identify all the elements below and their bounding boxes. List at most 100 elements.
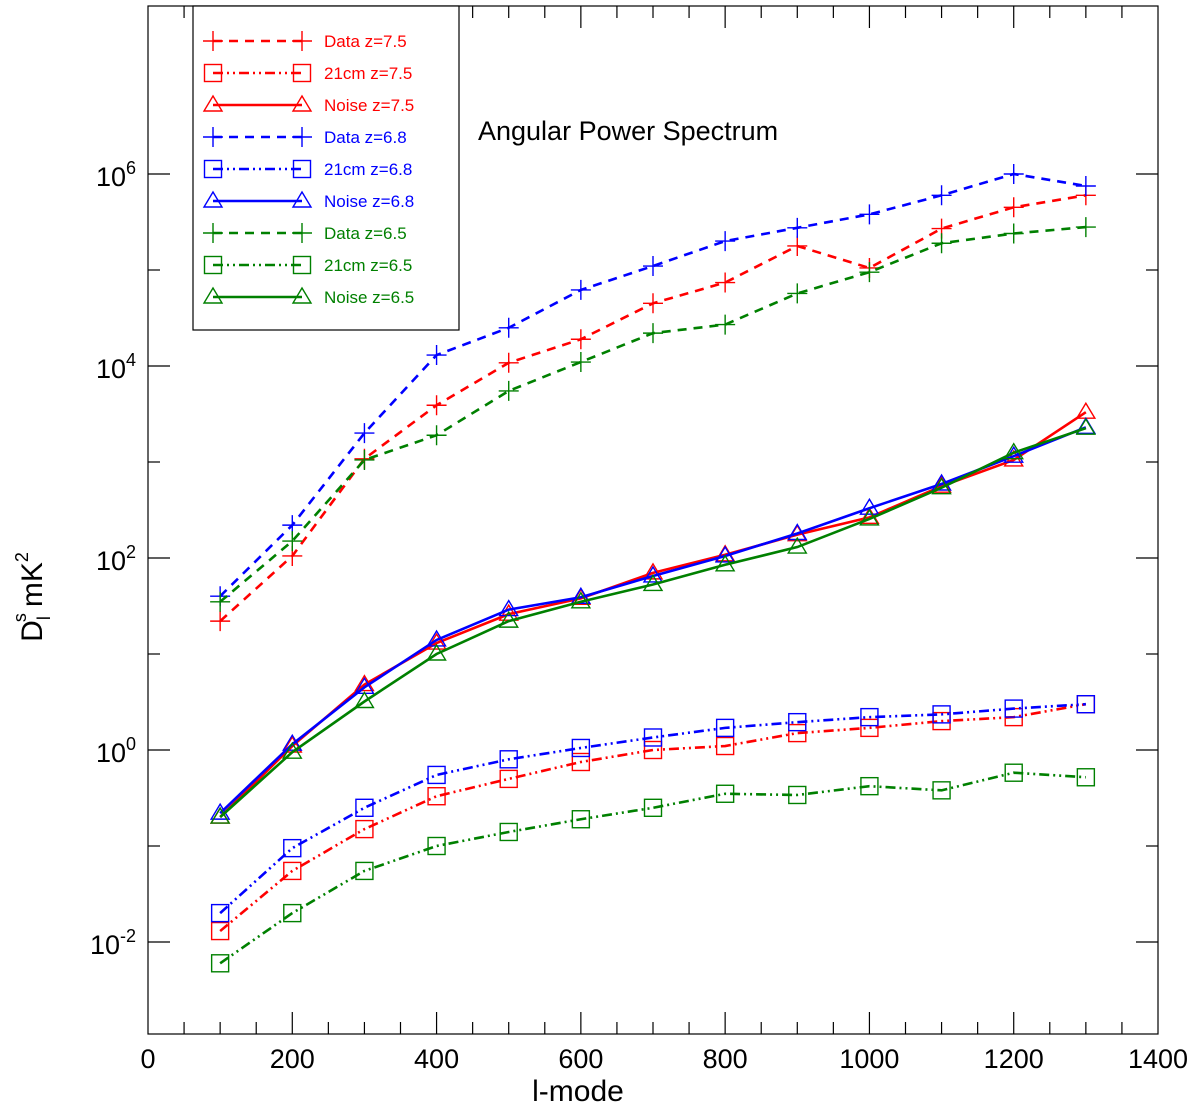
- y-tick-exponent: 0: [126, 734, 136, 754]
- data-point: [354, 423, 375, 444]
- y-axis-unit: mK: [16, 562, 49, 607]
- data-point: [210, 921, 230, 941]
- data-point: [643, 728, 663, 747]
- legend-marker: [203, 159, 223, 179]
- y-tick-label: 104: [96, 350, 136, 384]
- legend-marker: [202, 94, 224, 112]
- legend-label: 21cm z=6.8: [324, 160, 412, 179]
- data-point: [931, 473, 952, 491]
- data-point: [354, 449, 375, 470]
- data-point: [714, 545, 736, 563]
- legend-entry-noise-z-7-5: Noise z=7.5: [202, 94, 414, 115]
- data-point: [860, 707, 879, 727]
- legend-marker: [203, 63, 223, 83]
- data-point: [210, 954, 230, 973]
- data-point: [931, 185, 952, 206]
- legend-marker: [291, 286, 313, 304]
- y-tick-label: 10-2: [90, 926, 136, 960]
- data-point: [571, 810, 591, 829]
- y-tick-base: 10: [96, 738, 126, 768]
- series-line: [219, 702, 1086, 915]
- data-point: [570, 352, 591, 373]
- data-point: [426, 345, 447, 366]
- legend-label: Noise z=6.5: [324, 288, 414, 307]
- legend-marker: [292, 127, 312, 147]
- axes-layer: 0 200 400 600 800 1000 1200 140010-210010210410…: [90, 5, 1188, 1074]
- legend-marker: [292, 223, 312, 243]
- data-point: [1004, 763, 1023, 782]
- data-point: [499, 822, 518, 842]
- legend-label: 21cm z=6.5: [324, 256, 412, 275]
- legend-marker: [203, 31, 223, 51]
- data-point: [859, 262, 880, 283]
- data-point: [283, 903, 302, 923]
- x-tick-label: 1400: [1128, 1044, 1188, 1074]
- series-21cm-z-6-5: [210, 763, 1096, 973]
- data-point: [571, 752, 591, 772]
- data-point: [643, 293, 663, 314]
- legend-marker: [291, 190, 313, 208]
- data-point: [571, 738, 591, 758]
- data-point: [860, 776, 879, 796]
- y-tick-base: 10: [90, 930, 120, 960]
- legend-entry-noise-z-6-5: Noise z=6.5: [202, 286, 414, 307]
- x-tick-label: 1000: [839, 1044, 899, 1074]
- data-point: [859, 497, 880, 515]
- data-point: [860, 718, 879, 738]
- data-point: [1075, 175, 1096, 196]
- y-tick-exponent: -2: [120, 926, 136, 946]
- data-point: [715, 784, 735, 803]
- chart-title: Angular Power Spectrum: [478, 116, 778, 146]
- y-axis-title: Dls mK2: [10, 552, 54, 642]
- legend-entry-21cm-z-6-5: 21cm z=6.5: [203, 255, 412, 275]
- series-line: [219, 411, 1087, 819]
- series-line: [219, 426, 1087, 819]
- data-point: [426, 643, 447, 661]
- data-point: [787, 283, 808, 304]
- legend-marker: [292, 159, 312, 179]
- series-21cm-z-6-8: [210, 694, 1096, 923]
- series-data-z-6-8: [210, 164, 1096, 607]
- legend-box: [192, 5, 460, 331]
- series-data-z-6-5: [210, 217, 1096, 612]
- data-point: [283, 861, 302, 881]
- series-line: [219, 702, 1087, 933]
- legend-entry-21cm-z-6-8: 21cm z=6.8: [203, 159, 412, 179]
- data-point: [355, 798, 374, 817]
- legend-entry-noise-z-6-8: Noise z=6.8: [202, 190, 414, 211]
- legend-marker: [202, 190, 224, 208]
- data-point: [787, 217, 808, 238]
- data-point: [282, 531, 303, 552]
- legend-label: Data z=6.8: [324, 128, 407, 147]
- data-point: [499, 769, 518, 789]
- data-point: [1075, 217, 1096, 238]
- y-tick-exponent: 6: [126, 158, 136, 178]
- x-axis-title: l-mode: [532, 1075, 624, 1108]
- data-point: [931, 233, 952, 254]
- data-point: [1003, 197, 1024, 218]
- data-point: [788, 723, 807, 743]
- data-point: [1003, 442, 1024, 460]
- data-point: [570, 329, 591, 350]
- series-layer: [209, 164, 1097, 973]
- legend-entry-21cm-z-7-5: 21cm z=7.5: [203, 63, 412, 83]
- data-point: [498, 599, 519, 617]
- legend-label: 21cm z=7.5: [324, 64, 412, 83]
- legend-label: Noise z=6.8: [324, 192, 414, 211]
- legend-marker: [203, 223, 223, 243]
- data-point: [426, 425, 447, 446]
- x-tick-label: 200: [270, 1044, 315, 1074]
- data-point: [282, 741, 303, 759]
- data-point: [283, 838, 302, 858]
- legend-label: Data z=6.5: [324, 224, 407, 243]
- data-point: [859, 204, 880, 225]
- y-tick-label: 100: [96, 734, 136, 768]
- y-tick-label: 106: [96, 158, 136, 192]
- data-point: [354, 691, 375, 709]
- data-point: [210, 611, 231, 632]
- legend-marker: [292, 255, 312, 275]
- data-point: [1075, 417, 1097, 435]
- data-point: [642, 565, 664, 583]
- data-point: [498, 610, 519, 628]
- data-point: [427, 765, 446, 785]
